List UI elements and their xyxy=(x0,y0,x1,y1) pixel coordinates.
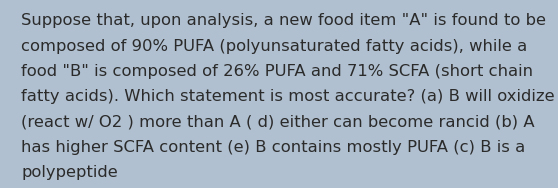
Text: fatty acids). Which statement is most accurate? (a) B will oxidize: fatty acids). Which statement is most ac… xyxy=(21,89,555,104)
Text: has higher SCFA content (e) B contains mostly PUFA (c) B is a: has higher SCFA content (e) B contains m… xyxy=(21,140,526,155)
Text: (react w/ O2 ) more than A ( d) either can become rancid (b) A: (react w/ O2 ) more than A ( d) either c… xyxy=(21,115,535,130)
Text: polypeptide: polypeptide xyxy=(21,165,118,180)
Text: Suppose that, upon analysis, a new food item "A" is found to be: Suppose that, upon analysis, a new food … xyxy=(21,13,546,28)
Text: food "B" is composed of 26% PUFA and 71% SCFA (short chain: food "B" is composed of 26% PUFA and 71%… xyxy=(21,64,533,79)
Text: composed of 90% PUFA (polyunsaturated fatty acids), while a: composed of 90% PUFA (polyunsaturated fa… xyxy=(21,39,527,54)
